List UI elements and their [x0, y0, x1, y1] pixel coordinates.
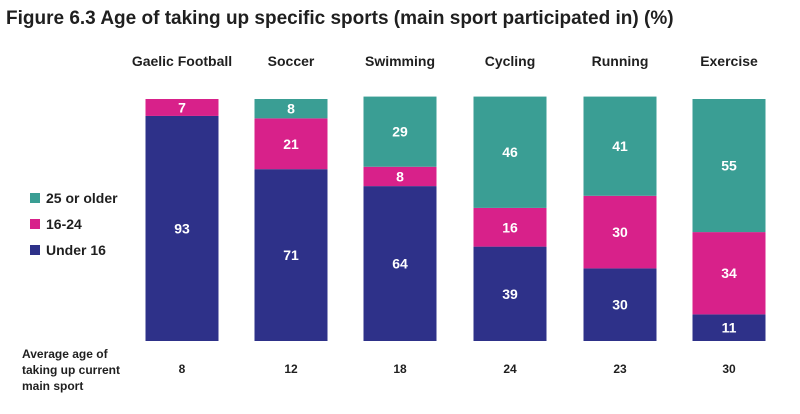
- data-label: 64: [392, 256, 408, 272]
- chart-title: Figure 6.3 Age of taking up specific spo…: [6, 8, 674, 29]
- bar-segment-0: [692, 314, 766, 341]
- data-label: 30: [612, 224, 628, 240]
- legend-item-16-24: 16-24: [30, 216, 82, 232]
- legend-label: Under 16: [46, 242, 106, 258]
- bar-segment-2: [692, 99, 766, 233]
- data-label: 93: [174, 220, 190, 236]
- bar-segment-2: [583, 96, 657, 196]
- data-label: 55: [721, 158, 737, 174]
- bar-segment-1: [145, 99, 219, 116]
- footer-label-line: Average age of: [22, 347, 109, 361]
- legend: 25 or older 16-24 Under 16: [30, 190, 118, 258]
- bar-segment-1: [583, 195, 657, 269]
- footer-label-line: taking up current: [22, 363, 120, 377]
- category-label: Swimming: [365, 53, 435, 69]
- bar-segment-1: [254, 118, 328, 170]
- data-label: 8: [396, 168, 404, 184]
- bar-segment-0: [583, 268, 657, 341]
- data-label: 21: [283, 136, 299, 152]
- bar-segment-0: [473, 246, 547, 341]
- bar-segment-1: [473, 207, 547, 247]
- category-label: Running: [592, 53, 649, 69]
- data-label: 34: [721, 265, 737, 281]
- bar-segment-1: [363, 166, 437, 187]
- bar-segment-2: [254, 99, 328, 119]
- average-age-value: 23: [613, 362, 627, 376]
- category-label: Cycling: [485, 53, 536, 69]
- legend-swatch-25-or-older: [30, 193, 40, 203]
- footer-values: 8 12 18 24 23 30: [179, 362, 736, 376]
- data-label: 46: [502, 144, 518, 160]
- legend-label: 25 or older: [46, 190, 118, 206]
- category-label: Exercise: [700, 53, 758, 69]
- average-age-value: 8: [179, 362, 186, 376]
- legend-swatch-16-24: [30, 219, 40, 229]
- data-label: 11: [722, 320, 737, 336]
- data-label: 16: [502, 219, 518, 235]
- category-labels: Gaelic Football Soccer Swimming Cycling …: [132, 53, 758, 69]
- data-label: 71: [283, 247, 299, 263]
- legend-item-under-16: Under 16: [30, 242, 106, 258]
- bar-segment-2: [363, 96, 437, 167]
- legend-item-25-or-older: 25 or older: [30, 190, 118, 206]
- stacked-bars: 93 7 71 21 8 64 8 29 39 16 46 30 30 41 11 34 55: [145, 96, 766, 341]
- category-label: Gaelic Football: [132, 53, 232, 69]
- data-label: 30: [612, 297, 628, 313]
- data-label: 29: [392, 124, 408, 140]
- average-age-value: 30: [722, 362, 736, 376]
- data-label: 39: [502, 286, 518, 302]
- bar-segment-0: [145, 115, 219, 341]
- average-age-value: 18: [393, 362, 407, 376]
- average-age-value: 12: [284, 362, 298, 376]
- footer-label-line: main sport: [22, 379, 83, 393]
- data-label: 41: [612, 138, 628, 154]
- data-label: 8: [287, 101, 295, 117]
- legend-swatch-under-16: [30, 245, 40, 255]
- footer-label: Average age of taking up current main sp…: [22, 347, 120, 393]
- data-label: 7: [178, 99, 186, 115]
- bar-segment-0: [363, 186, 437, 341]
- category-label: Soccer: [268, 53, 315, 69]
- average-age-value: 24: [503, 362, 517, 376]
- legend-label: 16-24: [46, 216, 82, 232]
- bar-segment-0: [254, 169, 328, 341]
- bar-segment-1: [692, 232, 766, 315]
- bar-segment-2: [473, 96, 547, 208]
